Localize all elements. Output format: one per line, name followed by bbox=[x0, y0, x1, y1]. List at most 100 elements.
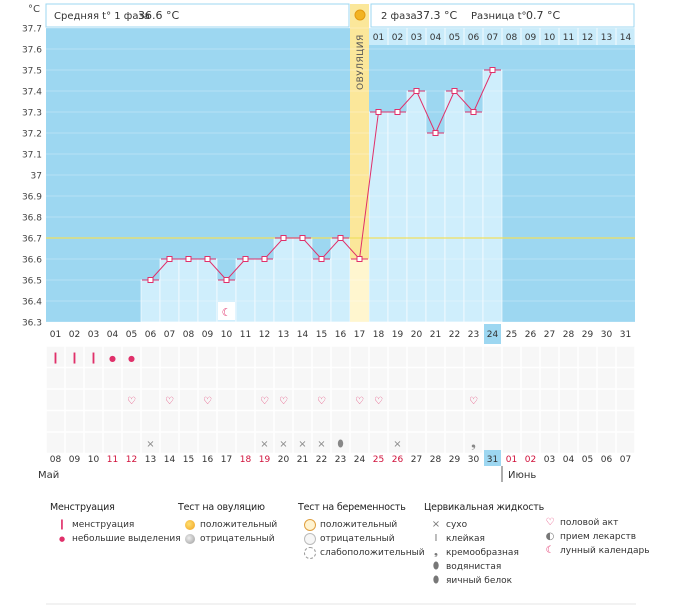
legend-item: отрицательный bbox=[178, 532, 277, 546]
legend-item: положительный bbox=[298, 518, 425, 532]
date-label: 18 bbox=[240, 455, 252, 465]
luteal-day-label: 07 bbox=[487, 33, 498, 43]
temperature-point bbox=[185, 256, 192, 262]
drop-light-icon: ● bbox=[128, 354, 135, 363]
temperature-bar bbox=[178, 258, 199, 323]
luteal-day-label: 04 bbox=[430, 33, 442, 43]
date-label: 15 bbox=[183, 455, 194, 465]
ovulation-positive-icon bbox=[185, 520, 195, 530]
temperature-point bbox=[223, 277, 230, 283]
legend-item: ❟ кремообразная bbox=[424, 546, 544, 560]
date-label: 11 bbox=[107, 455, 118, 465]
watery-icon: ⬮ bbox=[432, 561, 440, 572]
legend-item: × сухо bbox=[431, 519, 468, 530]
temperature-point bbox=[356, 256, 363, 262]
date-label: 20 bbox=[278, 455, 290, 465]
y-tick-label: 36.3 bbox=[22, 319, 42, 329]
legend-item: отрицательный bbox=[298, 532, 425, 546]
diff-value: 0.7 °C bbox=[526, 9, 560, 22]
sticky-icon: Ⅰ bbox=[434, 533, 438, 544]
date-label: 17 bbox=[221, 455, 232, 465]
cycle-day-label: 20 bbox=[411, 330, 423, 340]
date-label: 31 bbox=[487, 455, 498, 465]
temperature-bar bbox=[197, 258, 218, 323]
cycle-day-label: 08 bbox=[183, 330, 195, 340]
current-date-highlight bbox=[484, 450, 501, 466]
cycle-day-label: 09 bbox=[202, 330, 214, 340]
y-tick-label: 36.4 bbox=[22, 298, 42, 308]
legend-item: ● небольшие выделения bbox=[50, 532, 181, 546]
phase2-label: 2 фаза bbox=[381, 11, 417, 22]
legend-item: ⬮ яичный белок bbox=[424, 574, 544, 588]
cycle-day-label: 03 bbox=[88, 330, 99, 340]
cycle-day-label: 06 bbox=[145, 330, 157, 340]
legend-item: ♡ половой акт bbox=[545, 517, 619, 528]
temperature-point bbox=[318, 256, 325, 262]
chart-header: °C Средняя t° 1 фаза 36.6 °C 2 фаза 37.3… bbox=[28, 3, 635, 28]
cycle-day-label: 12 bbox=[259, 330, 270, 340]
luteal-day-label: 06 bbox=[468, 33, 480, 43]
cycle-day-label: 26 bbox=[525, 330, 537, 340]
temperature-point bbox=[375, 109, 382, 115]
moon-icon: ☾ bbox=[222, 306, 232, 319]
y-tick-label: 37.4 bbox=[22, 88, 42, 98]
luteal-day-label: 11 bbox=[563, 33, 574, 43]
ovulation-label: ОВУЛЯЦИЯ bbox=[356, 34, 366, 90]
date-label: 16 bbox=[202, 455, 214, 465]
sun-icon bbox=[354, 9, 366, 21]
cycle-day-label: 31 bbox=[620, 330, 631, 340]
date-label: 07 bbox=[620, 455, 631, 465]
luteal-day-label: 03 bbox=[411, 33, 422, 43]
cycle-day-label: 25 bbox=[506, 330, 517, 340]
cycle-day-label: 05 bbox=[126, 330, 137, 340]
luteal-day-label: 13 bbox=[601, 33, 612, 43]
date-label: 26 bbox=[392, 455, 404, 465]
temperature-point bbox=[394, 109, 401, 115]
dry-icon: × bbox=[393, 439, 401, 450]
cycle-day-label: 21 bbox=[430, 330, 441, 340]
date-label: 06 bbox=[601, 455, 613, 465]
temperature-point bbox=[280, 235, 287, 241]
y-tick-label: 37 bbox=[31, 172, 42, 182]
cycle-day-label: 29 bbox=[582, 330, 594, 340]
date-label: 14 bbox=[164, 455, 176, 465]
drop-heavy-icon: ❙ bbox=[51, 351, 60, 364]
ovulation-bar bbox=[350, 259, 369, 322]
dry-icon: × bbox=[260, 439, 268, 450]
heart-icon: ♡ bbox=[279, 396, 288, 407]
date-label: 05 bbox=[582, 455, 593, 465]
date-label: 12 bbox=[126, 455, 137, 465]
heart-icon: ♡ bbox=[355, 396, 364, 407]
heart-icon: ♡ bbox=[469, 396, 478, 407]
date-label: 03 bbox=[544, 455, 555, 465]
temperature-point bbox=[299, 235, 306, 241]
y-tick-label: 37.6 bbox=[22, 46, 42, 56]
y-unit-label: °C bbox=[28, 4, 40, 15]
date-label: 09 bbox=[69, 455, 81, 465]
temperature-bar bbox=[311, 258, 332, 323]
temperature-point bbox=[432, 130, 439, 136]
luteal-day-label: 05 bbox=[449, 33, 460, 43]
legend-item: ❙ менструация bbox=[57, 519, 135, 530]
heart-icon: ♡ bbox=[317, 396, 326, 407]
eggwhite-icon: ⬮ bbox=[337, 439, 343, 450]
legend-item: слабоположительный bbox=[298, 546, 425, 560]
cycle-day-label: 01 bbox=[50, 330, 61, 340]
luteal-day-label: 01 bbox=[373, 33, 384, 43]
cycle-day-label: 23 bbox=[468, 330, 479, 340]
eggwhite-icon: ⬮ bbox=[432, 575, 440, 586]
dry-icon: × bbox=[431, 519, 441, 530]
lunar-cell bbox=[218, 302, 235, 320]
drop-light-icon: ● bbox=[109, 354, 116, 363]
plot-area: ОВУЛЯЦИЯ 01 02 03 04 05 06 07 08 09 10 11 12 13 14 36.3… bbox=[22, 4, 636, 482]
legend-menstruation: Менструация ❙ менструация ● небольшие выде… bbox=[50, 502, 181, 546]
luteal-day-label: 14 bbox=[620, 33, 632, 43]
y-tick-label: 37.1 bbox=[22, 151, 42, 161]
date-label: 21 bbox=[297, 455, 308, 465]
y-tick-label: 36.5 bbox=[22, 277, 42, 287]
y-tick-label: 36.8 bbox=[22, 214, 42, 224]
dry-icon: × bbox=[317, 439, 325, 450]
temperature-point bbox=[413, 88, 420, 94]
date-label: 13 bbox=[145, 455, 156, 465]
